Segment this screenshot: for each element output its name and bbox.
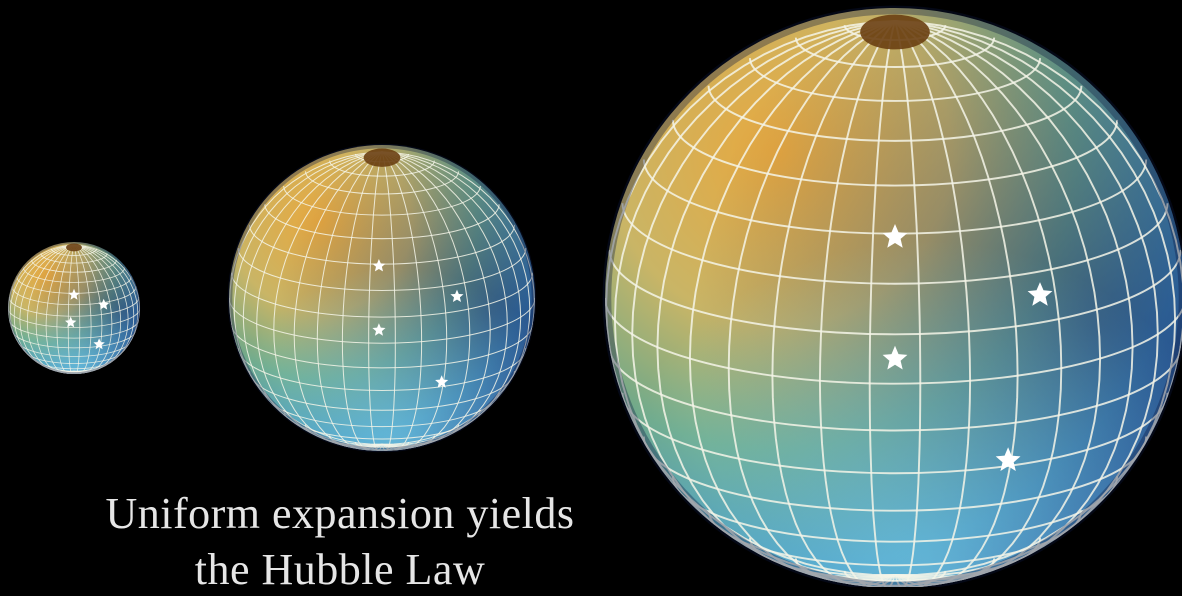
polar-cap <box>363 148 401 167</box>
longitude-line <box>56 244 75 374</box>
latitude-line <box>283 186 481 216</box>
longitude-line <box>273 151 383 449</box>
polar-cap <box>66 243 82 252</box>
latitude-line <box>264 204 500 240</box>
longitude-line <box>293 151 383 450</box>
latitude-line <box>707 85 1083 142</box>
galaxy-star-1 <box>372 259 386 272</box>
latitude-line <box>8 318 140 339</box>
galaxy-star-4 <box>93 338 105 350</box>
latitude-line <box>230 272 534 318</box>
latitude-line <box>11 286 137 306</box>
sphere-medium <box>227 143 537 453</box>
sphere-grid <box>605 20 1182 587</box>
longitude-line <box>229 151 383 445</box>
sphere-glow <box>229 145 535 451</box>
longitude-line <box>67 244 75 374</box>
longitude-line <box>656 20 896 581</box>
longitude-line <box>8 244 75 372</box>
latitude-line <box>794 37 996 68</box>
longitude-line <box>727 20 896 585</box>
longitude-line <box>868 20 896 587</box>
sphere-large <box>602 5 1182 587</box>
latitude-line <box>621 203 1169 285</box>
longitude-line <box>894 20 1159 579</box>
longitude-line <box>381 151 531 446</box>
sphere-glow <box>605 8 1182 587</box>
longitude-line <box>368 151 383 451</box>
longitude-line <box>894 20 1177 577</box>
galaxy-star-3 <box>372 323 386 336</box>
galaxy-star-1 <box>882 224 908 248</box>
galaxy-star-3 <box>65 316 77 328</box>
latitude-line <box>237 347 527 391</box>
sphere-rim <box>227 143 537 453</box>
latitude-line <box>605 297 1182 385</box>
latitude-line <box>642 436 1148 512</box>
longitude-line <box>381 151 522 446</box>
caption-line-1: Uniform expansion yields <box>105 489 575 538</box>
latitude-line <box>608 249 1182 335</box>
longitude-line <box>26 244 75 373</box>
longitude-line <box>688 20 896 583</box>
sphere-rim <box>7 241 141 375</box>
latitude-line <box>608 346 1182 432</box>
latitude-line <box>229 297 535 344</box>
longitude-line <box>341 151 383 451</box>
galaxy-star-2 <box>98 298 110 310</box>
latitude-line <box>304 171 460 195</box>
longitude-line <box>256 151 383 447</box>
longitude-line <box>316 151 383 451</box>
galaxy-star-4 <box>435 375 449 388</box>
longitude-line <box>894 20 1182 576</box>
longitude-line <box>613 20 896 577</box>
longitude-line <box>605 20 896 576</box>
longitude-line <box>233 151 383 446</box>
sphere-small <box>7 241 141 375</box>
sphere-glow <box>8 242 140 374</box>
latitude-line <box>230 323 534 369</box>
galaxy-star-2 <box>1027 282 1053 306</box>
longitude-line <box>381 151 535 445</box>
longitude-line <box>818 20 896 587</box>
sphere-grid <box>229 151 535 451</box>
longitude-line <box>19 244 75 373</box>
polar-cap <box>860 14 930 50</box>
longitude-line <box>73 244 139 372</box>
longitude-line <box>35 244 75 374</box>
galaxy-star-3 <box>882 345 908 370</box>
latitude-line <box>237 248 527 292</box>
latitude-line <box>8 307 140 328</box>
caption-line-2: the Hubble Law <box>194 545 486 594</box>
latitude-line <box>248 371 516 411</box>
galaxy-star-2 <box>450 289 464 302</box>
longitude-line <box>45 244 75 374</box>
sphere-rim <box>602 5 1182 587</box>
latitude-line <box>621 392 1169 475</box>
sphere-grid <box>8 244 140 374</box>
longitude-line <box>73 244 135 373</box>
longitude-line <box>73 244 140 372</box>
galaxy-star-4 <box>995 447 1021 471</box>
latitude-line <box>8 297 140 317</box>
latitude-line <box>749 58 1041 102</box>
longitude-line <box>771 20 896 587</box>
latitude-line <box>671 119 1119 187</box>
galaxy-star-1 <box>68 288 80 300</box>
